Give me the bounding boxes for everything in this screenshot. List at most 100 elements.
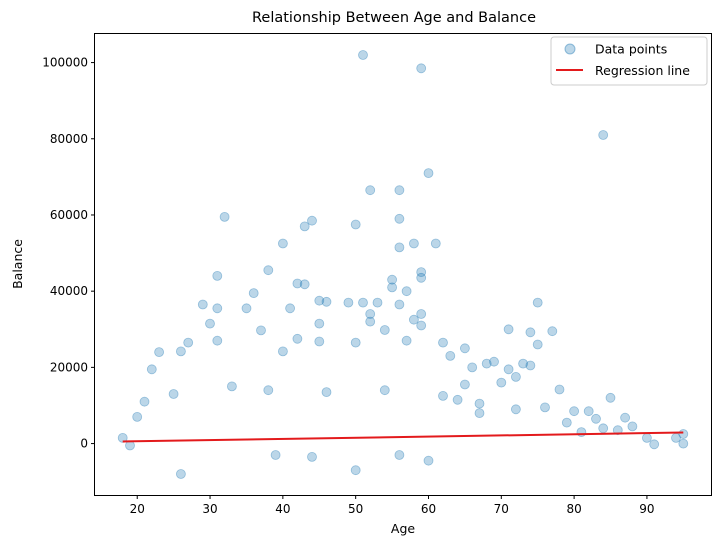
scatter-point <box>445 350 456 361</box>
y-tick-label: 0 <box>80 437 88 451</box>
scatter-point <box>175 346 186 357</box>
scatter-point <box>408 314 419 325</box>
scatter-point <box>554 384 565 395</box>
scatter-point <box>256 325 266 336</box>
y-tick-label: 80000 <box>50 132 88 146</box>
scatter-point <box>117 432 128 443</box>
scatter-point <box>605 392 616 403</box>
scatter-point <box>583 406 594 417</box>
scatter-point <box>226 381 237 392</box>
scatter-point <box>416 267 427 278</box>
scatter-point <box>372 297 383 308</box>
plot-area <box>117 50 689 479</box>
scatter-point <box>365 185 376 196</box>
scatter-point <box>620 412 630 423</box>
scatter-point <box>379 385 390 396</box>
scatter-point <box>307 215 317 226</box>
scatter-point <box>576 427 587 438</box>
scatter-point <box>154 347 165 358</box>
scatter-point <box>423 455 434 466</box>
x-tick-label: 80 <box>566 502 581 516</box>
scatter-point <box>197 299 208 310</box>
scatter-point <box>394 450 405 460</box>
scatter-point <box>292 333 303 344</box>
scatter-point <box>350 219 361 230</box>
scatter-point <box>598 130 609 140</box>
x-tick-label: 70 <box>494 502 509 516</box>
scatter-point <box>307 451 317 462</box>
scatter-point <box>474 408 485 419</box>
scatter-point <box>321 296 332 307</box>
x-tick-label: 50 <box>348 502 363 516</box>
scatter-point <box>467 362 478 373</box>
scatter-point <box>438 337 448 348</box>
y-tick-label: 40000 <box>50 284 88 298</box>
scatter-point <box>438 390 448 401</box>
scatter-point <box>387 282 398 293</box>
scatter-point <box>569 406 579 417</box>
scatter-point <box>678 429 689 439</box>
scatter-point <box>263 385 274 396</box>
scatter-point <box>489 356 499 367</box>
legend-box <box>550 36 708 86</box>
scatter-point <box>394 299 405 310</box>
scatter-point <box>379 325 390 335</box>
scatter-point <box>292 278 303 289</box>
scatter-point <box>416 320 427 331</box>
scatter-point <box>503 324 514 335</box>
scatter-point <box>212 303 223 314</box>
scatter-point <box>408 238 419 249</box>
scatter-point <box>452 394 463 405</box>
scatter-point <box>343 297 354 308</box>
scatter-point <box>285 303 296 314</box>
scatter-point <box>394 213 405 224</box>
scatter-point <box>263 265 274 276</box>
scatter-point <box>430 238 441 249</box>
scatter-point <box>474 398 485 409</box>
scatter-point <box>525 327 536 338</box>
scatter-point <box>401 335 412 346</box>
scatter-point <box>365 309 376 319</box>
scatter-point <box>277 238 288 249</box>
scatter-point <box>416 63 427 74</box>
scatter-point <box>183 337 194 348</box>
scatter-point <box>314 336 325 347</box>
scatter-point <box>627 421 638 432</box>
scatter-point <box>299 279 310 290</box>
scatter-point <box>459 379 470 390</box>
scatter-point <box>212 335 223 346</box>
scatter-point <box>547 326 558 337</box>
scatter-point <box>212 270 223 281</box>
scatter-point <box>511 371 521 382</box>
scatter-point <box>241 303 252 314</box>
scatter-point <box>394 242 405 253</box>
legend: Data points Regression line <box>550 36 708 86</box>
scatter-point <box>416 272 427 283</box>
x-axis: 20 30 40 50 60 70 80 90 <box>130 495 655 516</box>
scatter-point <box>387 274 398 285</box>
scatter-point <box>205 318 215 329</box>
scatter-point <box>423 168 434 179</box>
y-tick-label: 60000 <box>50 208 88 222</box>
scatter-point <box>416 309 427 319</box>
y-tick-label: 100000 <box>42 56 88 70</box>
scatter-point <box>598 423 609 434</box>
scatter-point <box>350 465 361 476</box>
x-tick-label: 90 <box>639 502 654 516</box>
x-axis-label: Age <box>391 521 415 536</box>
plot-frame <box>94 33 712 496</box>
scatter-point <box>168 389 179 399</box>
scatter-point <box>591 413 601 424</box>
scatter-point <box>277 346 288 357</box>
regression-line <box>122 431 684 443</box>
scatter-point <box>248 288 259 299</box>
legend-scatter-marker <box>564 43 576 55</box>
scatter-point <box>561 417 572 428</box>
scatter-point <box>518 358 528 369</box>
scatter-point <box>394 185 405 196</box>
y-tick-label: 20000 <box>50 360 88 374</box>
scatter-point <box>503 364 514 375</box>
scatter-point <box>350 337 361 348</box>
scatter-point <box>496 377 507 388</box>
